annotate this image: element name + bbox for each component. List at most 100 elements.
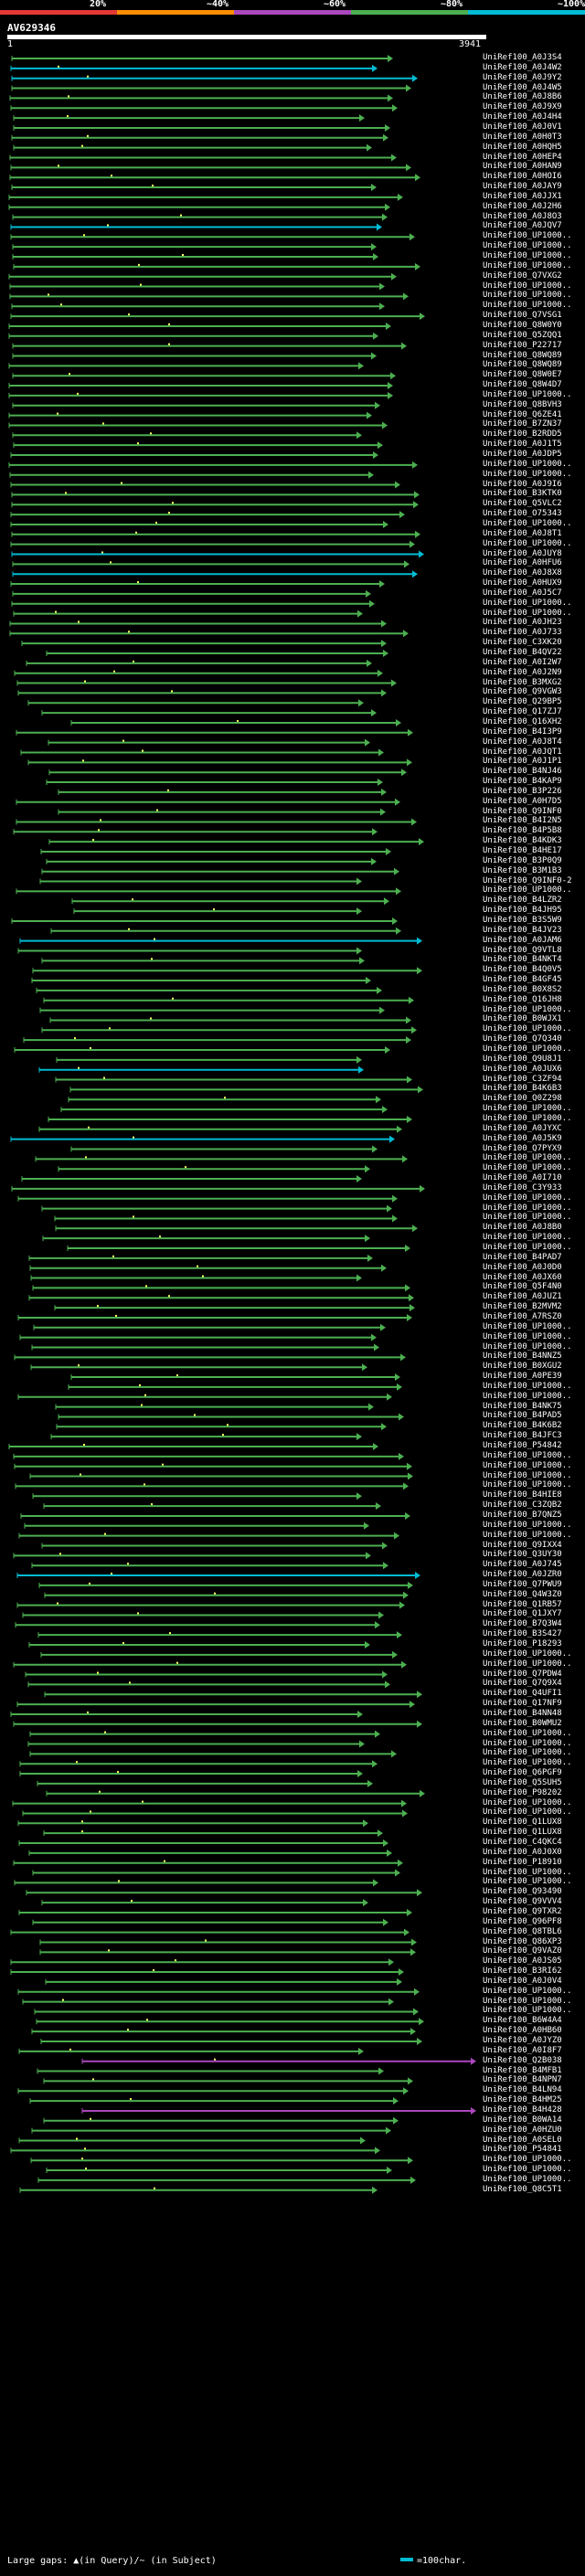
hit-label[interactable]: UniRef100_UP1000.. [483, 1470, 572, 1480]
hit-label[interactable]: UniRef100_A0J8X8 [483, 568, 562, 578]
hit-label[interactable]: UniRef100_B3KTK0 [483, 489, 562, 499]
hit-label[interactable]: UniRef100_UP1000.. [483, 1807, 572, 1818]
hit-label[interactable]: UniRef100_UP1000.. [483, 1341, 572, 1352]
hit-label[interactable]: UniRef100_A0J9X9 [483, 102, 562, 112]
hit-label[interactable]: UniRef100_Q5ZQQ1 [483, 330, 562, 340]
hit-label[interactable]: UniRef100_P54841 [483, 2145, 562, 2155]
hit-label[interactable]: UniRef100_B4PAD5 [483, 1411, 562, 1421]
hit-label[interactable]: UniRef100_B4I3P9 [483, 726, 562, 737]
hit-label[interactable]: UniRef100_UP1000.. [483, 260, 572, 270]
hit-label[interactable]: UniRef100_Q9INF0-2 [483, 875, 572, 885]
hit-label[interactable]: UniRef100_A0JDP5 [483, 450, 562, 459]
hit-label[interactable]: UniRef100_UP1000.. [483, 1153, 572, 1163]
hit-label[interactable]: UniRef100_B3M1B3 [483, 865, 562, 875]
hit-label[interactable]: UniRef100_UP1000.. [483, 231, 572, 241]
hit-label[interactable]: UniRef100_A0J5C7 [483, 588, 562, 598]
hit-label[interactable]: UniRef100_C3Y933 [483, 1182, 562, 1193]
hit-label[interactable]: UniRef100_UP1000.. [483, 1530, 572, 1540]
hit-label[interactable]: UniRef100_A0HQH5 [483, 142, 562, 152]
hit-label[interactable]: UniRef100_UP1000.. [483, 1728, 572, 1738]
hit-label[interactable]: UniRef100_A0J4W5 [483, 82, 562, 92]
hit-label[interactable]: UniRef100_A0SEL0 [483, 2135, 562, 2145]
hit-label[interactable]: UniRef100_A0HAN9 [483, 162, 562, 172]
hit-label[interactable]: UniRef100_Q29BP5 [483, 697, 562, 707]
hit-label[interactable]: UniRef100_Q4UFI1 [483, 1689, 562, 1699]
hit-label[interactable]: UniRef100_Q9VTL8 [483, 945, 562, 955]
hit-label[interactable]: UniRef100_UP1000.. [483, 2165, 572, 2175]
hit-label[interactable]: UniRef100_B4JFC3 [483, 1431, 562, 1441]
hit-label[interactable]: UniRef100_UP1000.. [483, 885, 572, 896]
hit-label[interactable]: UniRef100_Q6ZE41 [483, 409, 562, 419]
hit-label[interactable]: UniRef100_UP1000.. [483, 281, 572, 291]
hit-label[interactable]: UniRef100_A0J2N9 [483, 667, 562, 677]
hit-label[interactable]: UniRef100_A0J9Y2 [483, 72, 562, 82]
hit-label[interactable]: UniRef100_UP1000.. [483, 2006, 572, 2016]
hit-label[interactable]: UniRef100_A0J9I6 [483, 479, 562, 489]
hit-label[interactable]: UniRef100_A0JAY9 [483, 182, 562, 192]
hit-label[interactable]: UniRef100_A0JYXC [483, 1123, 562, 1133]
hit-label[interactable]: UniRef100_UP1000.. [483, 301, 572, 311]
hit-label[interactable]: UniRef100_B4LZR2 [483, 896, 562, 906]
hit-label[interactable]: UniRef100_A0JUZ1 [483, 1292, 562, 1302]
hit-label[interactable]: UniRef100_B4K6B3 [483, 1084, 562, 1094]
hit-label[interactable]: UniRef100_B0WMU2 [483, 1718, 562, 1728]
hit-label[interactable]: UniRef100_A0J1T5 [483, 440, 562, 450]
hit-label[interactable]: UniRef100_UP1000.. [483, 2155, 572, 2165]
hit-label[interactable]: UniRef100_B4K6B2 [483, 1421, 562, 1431]
hit-label[interactable]: UniRef100_A0JQT1 [483, 747, 562, 757]
hit-label[interactable]: UniRef100_B2RDD5 [483, 429, 562, 440]
hit-label[interactable]: UniRef100_P18293 [483, 1639, 562, 1648]
hit-label[interactable]: UniRef100_B4Q0V5 [483, 965, 562, 975]
hit-label[interactable]: UniRef100_UP1000.. [483, 608, 572, 618]
hit-label[interactable]: UniRef100_Q5VLC2 [483, 499, 562, 509]
hit-label[interactable]: UniRef100_UP1000.. [483, 1193, 572, 1203]
hit-label[interactable]: UniRef100_UP1000.. [483, 1213, 572, 1223]
hit-label[interactable]: UniRef100_B4NPN7 [483, 2075, 562, 2085]
hit-label[interactable]: UniRef100_UP1000.. [483, 251, 572, 260]
hit-label[interactable]: UniRef100_B4HIE8 [483, 1490, 562, 1500]
hit-label[interactable]: UniRef100_Q6PGF9 [483, 1768, 562, 1778]
hit-label[interactable]: UniRef100_A0JZR0 [483, 1570, 562, 1580]
hit-label[interactable]: UniRef100_B4KAP9 [483, 777, 562, 787]
hit-label[interactable]: UniRef100_Q1LUX8 [483, 1818, 562, 1828]
hit-label[interactable]: UniRef100_A0PE39 [483, 1372, 562, 1382]
hit-label[interactable]: UniRef100_B0X8S2 [483, 984, 562, 994]
hit-label[interactable]: UniRef100_A0J5K9 [483, 1133, 562, 1143]
hit-label[interactable]: UniRef100_B4PAD7 [483, 1252, 562, 1262]
hit-label[interactable]: UniRef100_A0I2W7 [483, 657, 562, 667]
hit-label[interactable]: UniRef100_UP1000.. [483, 1797, 572, 1807]
hit-label[interactable]: UniRef100_Q7PDW4 [483, 1669, 562, 1679]
hit-label[interactable]: UniRef100_UP1000.. [483, 598, 572, 608]
hit-label[interactable]: UniRef100_B3RI62 [483, 1966, 562, 1977]
hit-label[interactable]: UniRef100_B4I2N5 [483, 816, 562, 826]
hit-label[interactable]: UniRef100_B3P0Q9 [483, 855, 562, 865]
hit-label[interactable]: UniRef100_A0J4W2 [483, 62, 562, 72]
hit-label[interactable]: UniRef100_B3P226 [483, 786, 562, 796]
hit-label[interactable]: UniRef100_O75343 [483, 509, 562, 519]
hit-label[interactable]: UniRef100_UP1000.. [483, 241, 572, 251]
hit-label[interactable]: UniRef100_UP1000.. [483, 1024, 572, 1034]
hit-label[interactable]: UniRef100_A0HEP4 [483, 152, 562, 162]
hit-label[interactable]: UniRef100_Q8W4D7 [483, 380, 562, 390]
hit-label[interactable]: UniRef100_A0JUY8 [483, 548, 562, 558]
hit-label[interactable]: UniRef100_UP1000.. [483, 1381, 572, 1391]
hit-label[interactable]: UniRef100_Q7Q9X4 [483, 1679, 562, 1689]
hit-label[interactable]: UniRef100_B4LN94 [483, 2085, 562, 2095]
hit-label[interactable]: UniRef100_B4NJ46 [483, 767, 562, 777]
hit-label[interactable]: UniRef100_A0JYZ0 [483, 2036, 562, 2045]
hit-label[interactable]: UniRef100_Q2B038 [483, 2055, 562, 2065]
hit-label[interactable]: UniRef100_UP1000.. [483, 1867, 572, 1877]
hit-label[interactable]: UniRef100_P18910 [483, 1857, 562, 1867]
hit-label[interactable]: UniRef100_UP1000.. [483, 1648, 572, 1659]
hit-label[interactable]: UniRef100_Q7VXG2 [483, 270, 562, 281]
hit-label[interactable]: UniRef100_B4NK75 [483, 1401, 562, 1411]
hit-label[interactable]: UniRef100_A0JS05 [483, 1956, 562, 1966]
hit-label[interactable]: UniRef100_B3MXG2 [483, 677, 562, 687]
hit-label[interactable]: UniRef100_Q5F4N0 [483, 1282, 562, 1292]
hit-label[interactable]: UniRef100_Q1LUX8 [483, 1828, 562, 1838]
hit-label[interactable]: UniRef100_Q9VVV4 [483, 1897, 562, 1907]
hit-label[interactable]: UniRef100_Q9IXX4 [483, 1540, 562, 1550]
hit-label[interactable]: UniRef100_B7Q3W4 [483, 1619, 562, 1629]
hit-label[interactable]: UniRef100_Q7VSG1 [483, 311, 562, 321]
hit-label[interactable]: UniRef100_UP1000.. [483, 1520, 572, 1530]
